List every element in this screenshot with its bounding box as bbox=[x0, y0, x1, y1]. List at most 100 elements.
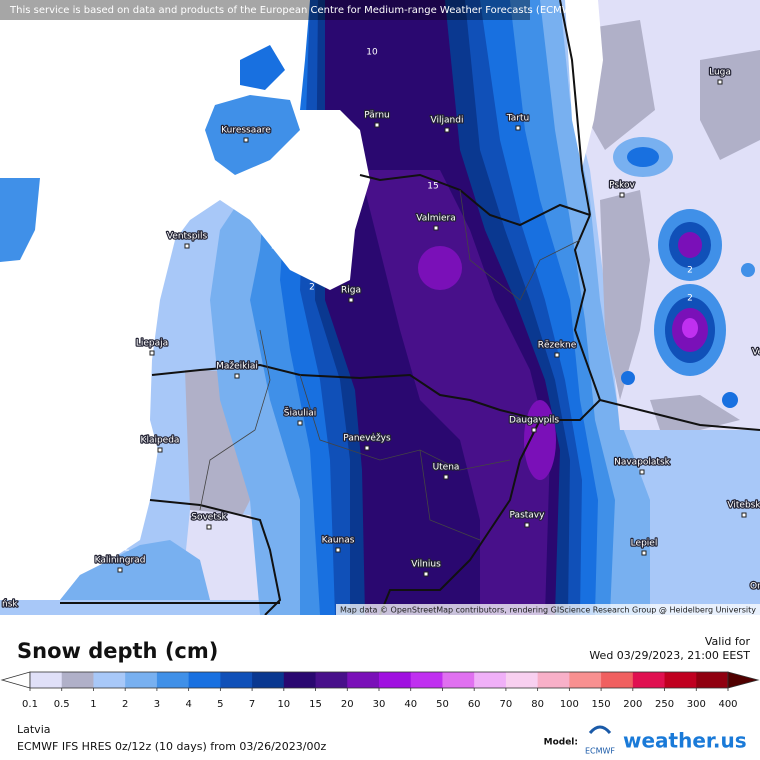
city-label: Viljandi bbox=[431, 116, 464, 126]
city-marker bbox=[364, 445, 370, 451]
colorbar-swatch bbox=[664, 672, 697, 688]
island bbox=[240, 45, 285, 90]
brand: weather.us bbox=[623, 729, 747, 753]
snow-area bbox=[627, 147, 659, 167]
city-marker bbox=[641, 550, 647, 556]
model-run: ECMWF IFS HRES 0z/12z (10 days) from 03/… bbox=[17, 740, 327, 753]
snow-area bbox=[600, 190, 650, 400]
city-label: Vitebsk bbox=[727, 501, 760, 511]
colorbar-tick-label: 10 bbox=[277, 699, 290, 710]
credit-bg bbox=[336, 604, 760, 615]
model-name: ECMWF bbox=[585, 747, 615, 756]
valid-label: Valid for bbox=[705, 635, 751, 648]
city-marker bbox=[157, 447, 163, 453]
attribution-bg bbox=[0, 0, 530, 20]
city-label: Lepiel bbox=[631, 539, 658, 549]
city-marker bbox=[554, 352, 560, 358]
city-marker bbox=[184, 243, 190, 249]
model-label: Model: bbox=[544, 738, 578, 748]
border bbox=[359, 173, 591, 227]
colorbar-swatch bbox=[93, 672, 126, 688]
cities: Luga Pärnu Viljandi Tartu Kuressaare Pskov Val… bbox=[1, 48, 760, 611]
city-marker bbox=[443, 474, 449, 480]
region-border bbox=[459, 189, 581, 301]
city-label: Klaipeda bbox=[141, 436, 180, 446]
colorbar-swatch bbox=[252, 672, 285, 688]
colorbar-over bbox=[727, 671, 760, 689]
city-marker bbox=[374, 122, 380, 128]
border bbox=[151, 363, 601, 421]
colorbar-swatch bbox=[315, 672, 348, 688]
border bbox=[559, 0, 591, 216]
colorbar-swatch bbox=[156, 672, 190, 688]
borders bbox=[60, 0, 760, 615]
city-marker bbox=[444, 127, 450, 133]
colorbar-tick-label: 80 bbox=[531, 699, 544, 710]
snow-area bbox=[678, 232, 702, 258]
colorbar-swatch bbox=[569, 672, 602, 688]
snow-area bbox=[682, 318, 698, 338]
snow-area bbox=[700, 50, 760, 160]
snow-area bbox=[722, 392, 738, 408]
city-marker bbox=[717, 79, 723, 85]
city-label: Utena bbox=[433, 463, 460, 473]
colorbar-tick-label: 150 bbox=[592, 699, 611, 710]
city-label: Navapolatsk bbox=[614, 458, 671, 468]
city-label: Rēzekne bbox=[538, 341, 577, 351]
colorbar-swatch bbox=[283, 672, 317, 688]
city-label: Luga bbox=[709, 68, 731, 78]
snow-area bbox=[621, 371, 635, 385]
legend-title: Snow depth (cm) bbox=[17, 639, 218, 663]
colorbar-tick-label: 60 bbox=[468, 699, 481, 710]
colorbar-swatch bbox=[188, 672, 221, 688]
contour-label: 10 bbox=[366, 48, 378, 58]
colorbar-tick-label: 0.5 bbox=[54, 699, 70, 710]
city-label: Sovetsk bbox=[191, 513, 227, 523]
city-label: Vilnius bbox=[411, 560, 441, 570]
colorbar-tick-label: 15 bbox=[309, 699, 322, 710]
contour-label: 2 bbox=[124, 544, 130, 554]
snow-area bbox=[741, 263, 755, 277]
border bbox=[379, 419, 541, 615]
city-label: Mažeikiai bbox=[216, 362, 258, 372]
colorbar: 0.1 0.5 1 2 3 4 5 7 10 15 20 30 40 50 60 70 80 100 150 200 2… bbox=[0, 671, 760, 710]
city-marker bbox=[524, 522, 530, 528]
colorbar-tick-label: 200 bbox=[623, 699, 642, 710]
city-label: Ve bbox=[752, 348, 760, 358]
colorbar-swatch bbox=[474, 672, 507, 688]
city-marker bbox=[639, 469, 645, 475]
city-marker bbox=[206, 524, 212, 530]
map: This service is based on data and produc… bbox=[0, 0, 760, 615]
attribution: This service is based on data and produc… bbox=[9, 5, 581, 16]
contour-label: 2 bbox=[687, 266, 693, 276]
city-marker bbox=[348, 297, 354, 303]
valid-time: Wed 03/29/2023, 21:00 EEST bbox=[589, 649, 750, 662]
city-marker bbox=[531, 427, 537, 433]
city-marker bbox=[149, 350, 155, 356]
region-border bbox=[199, 329, 271, 511]
city-label: Daugavpils bbox=[509, 416, 559, 426]
land bbox=[60, 540, 210, 600]
city-label: Ventspils bbox=[167, 232, 208, 242]
city-marker bbox=[423, 571, 429, 577]
colorbar-swatch bbox=[632, 672, 666, 688]
city-label: Riga bbox=[341, 286, 361, 296]
colorbar-tick-label: 5 bbox=[217, 699, 223, 710]
colorbar-swatch bbox=[410, 672, 443, 688]
colorbar-swatch bbox=[505, 672, 539, 688]
colorbar-tick-label: 40 bbox=[404, 699, 417, 710]
colorbar-tick-label: 7 bbox=[249, 699, 255, 710]
city-label: Panevėžys bbox=[343, 434, 391, 444]
colorbar-tick-label: 1 bbox=[90, 699, 96, 710]
region-borders bbox=[199, 189, 581, 541]
snow-area bbox=[650, 395, 740, 430]
city-label: Kuressaare bbox=[221, 126, 271, 136]
region-border bbox=[419, 449, 481, 541]
colorbar-swatch bbox=[601, 672, 634, 688]
ecmwf-logo bbox=[588, 725, 612, 735]
colorbar-tick-label: 250 bbox=[655, 699, 674, 710]
snow-area bbox=[524, 400, 556, 480]
city-label: Pskov bbox=[609, 181, 635, 191]
snow-area bbox=[185, 510, 270, 600]
